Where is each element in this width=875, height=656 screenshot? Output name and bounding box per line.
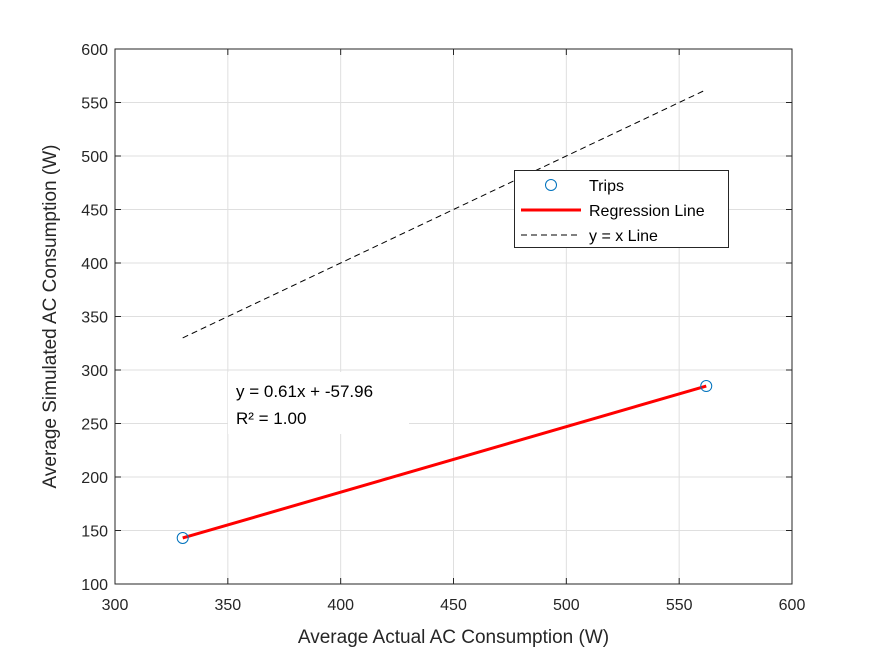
y-tick-label: 400 xyxy=(81,256,108,273)
y-tick-label: 450 xyxy=(81,203,108,220)
y-axis-label: Average Simulated AC Consumption (W) xyxy=(40,145,61,489)
trip-point xyxy=(176,531,189,544)
y-tick-label: 500 xyxy=(81,149,108,166)
legend-label-identity: y = x Line xyxy=(589,228,658,245)
x-ticks: 300 350 400 450 500 550 600 xyxy=(102,49,806,614)
legend-marker-trips xyxy=(545,179,557,191)
y-tick-label: 100 xyxy=(81,577,108,594)
regression-annotation: y = 0.61x + -57.96 R² = 1.00 xyxy=(228,372,409,434)
y-tick-label: 150 xyxy=(81,524,108,541)
identity-line xyxy=(182,89,707,339)
legend-label-regression: Regression Line xyxy=(589,203,705,220)
y-ticks: 100 150 200 250 300 350 400 450 500 550 600 xyxy=(81,42,792,594)
legend: Trips Regression Line y = x Line xyxy=(514,170,729,248)
x-axis-label: Average Actual AC Consumption (W) xyxy=(298,627,609,648)
x-tick-label: 400 xyxy=(327,597,354,614)
legend-label-trips: Trips xyxy=(589,178,624,195)
y-tick-label: 250 xyxy=(81,417,108,434)
trip-point xyxy=(700,380,713,393)
annotation-box xyxy=(228,372,409,434)
annotation-r-squared: R² = 1.00 xyxy=(236,409,306,428)
y-tick-label: 550 xyxy=(81,96,108,113)
x-tick-label: 450 xyxy=(440,597,467,614)
regression-line xyxy=(182,384,707,540)
x-tick-label: 300 xyxy=(102,597,129,614)
y-tick-label: 600 xyxy=(81,42,108,59)
x-tick-label: 600 xyxy=(779,597,806,614)
y-tick-label: 300 xyxy=(81,363,108,380)
x-tick-label: 350 xyxy=(214,597,241,614)
annotation-equation: y = 0.61x + -57.96 xyxy=(236,382,373,401)
y-tick-label: 200 xyxy=(81,470,108,487)
y-tick-label: 350 xyxy=(81,310,108,327)
series xyxy=(176,89,713,544)
x-tick-label: 550 xyxy=(666,597,693,614)
x-tick-label: 500 xyxy=(553,597,580,614)
